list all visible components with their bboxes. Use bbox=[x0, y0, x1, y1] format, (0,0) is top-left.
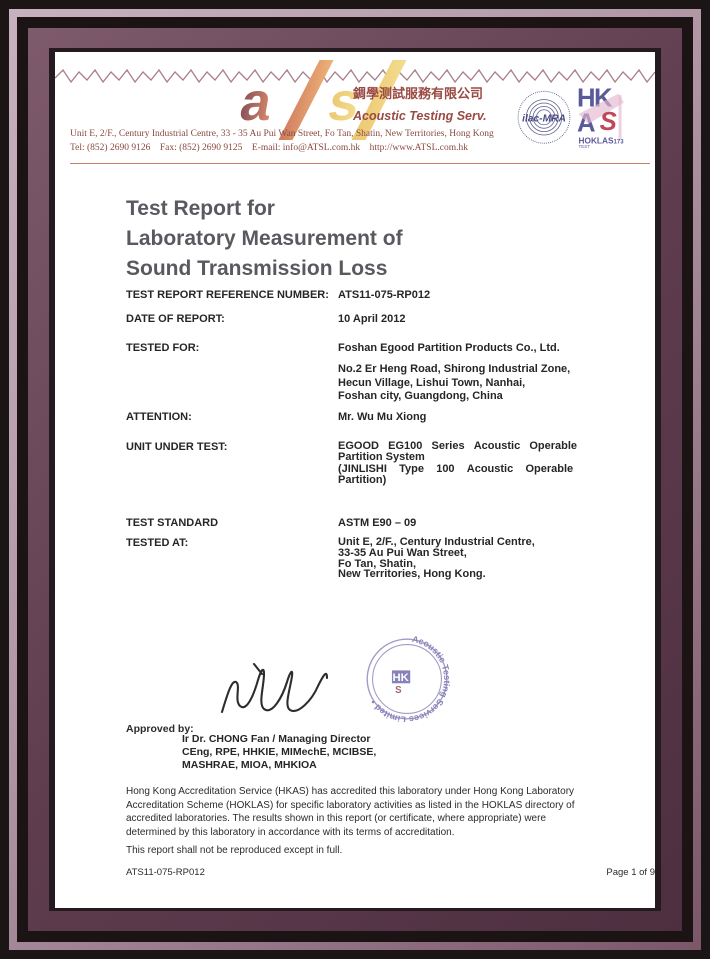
svg-text:a: a bbox=[236, 71, 277, 132]
svg-text:S: S bbox=[600, 108, 617, 136]
svg-text:Acoustic Testing Serv.: Acoustic Testing Serv. bbox=[352, 109, 487, 123]
svg-text:TEST: TEST bbox=[579, 144, 591, 148]
svg-text:ilac-MRA: ilac-MRA bbox=[522, 113, 566, 124]
svg-text:錭學测試服務有限公司: 錭學测試服務有限公司 bbox=[353, 86, 483, 101]
svg-text:HK: HK bbox=[392, 672, 409, 684]
svg-text:S: S bbox=[395, 685, 402, 696]
